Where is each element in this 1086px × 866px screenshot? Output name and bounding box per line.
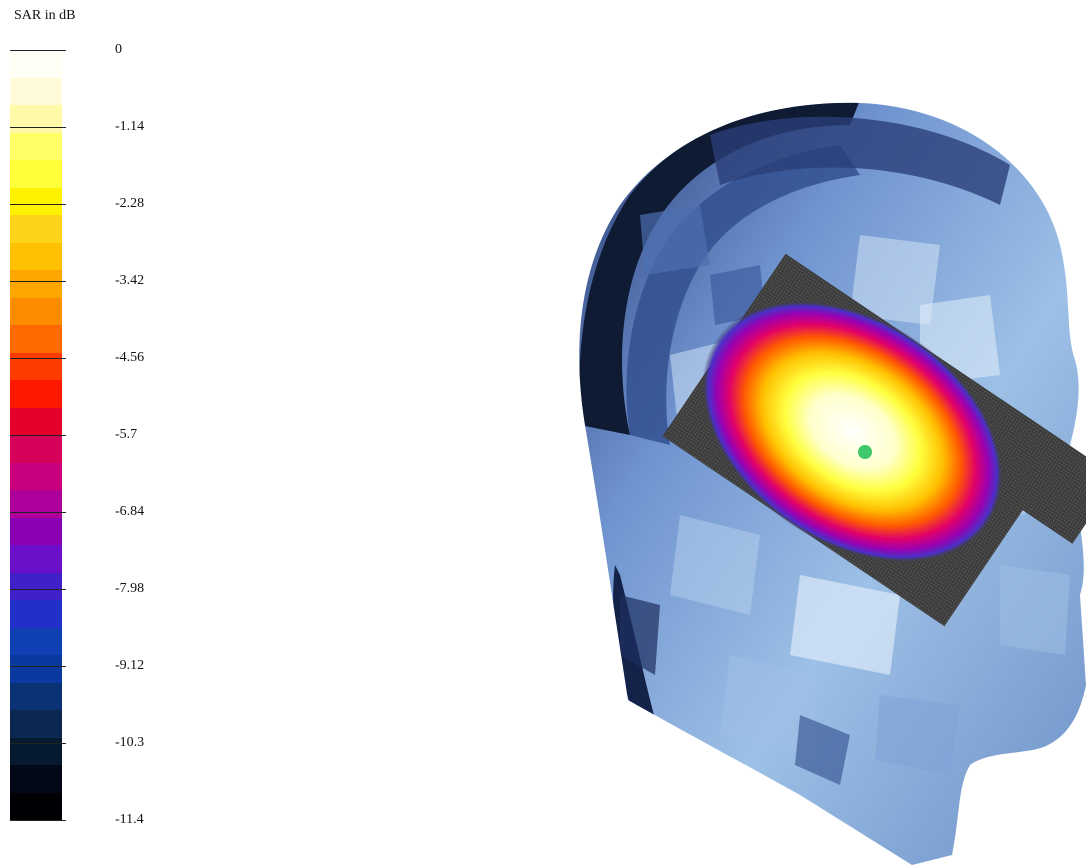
color-scale-tick-label: -4.56 [115, 350, 145, 365]
color-scale-tick-label: -9.12 [115, 658, 145, 673]
color-scale-segment [10, 627, 62, 655]
color-scale-segment [10, 270, 62, 298]
color-scale-segment [10, 517, 62, 545]
color-scale-tick [10, 743, 66, 744]
color-scale-tick-label: -11.4 [115, 812, 144, 827]
phone-model [662, 253, 1086, 627]
color-scale-tick-label: -1.14 [115, 119, 145, 134]
color-scale-tick [10, 512, 66, 513]
color-scale-segment [10, 682, 62, 710]
color-scale-tick [10, 666, 66, 667]
color-scale-segment [10, 407, 62, 435]
color-scale-segment [10, 490, 62, 518]
color-scale-segment [10, 187, 62, 215]
color-scale-tick [10, 127, 66, 128]
color-scale-tick-label: -6.84 [115, 504, 145, 519]
color-scale-segment [10, 242, 62, 270]
color-scale-segment [10, 50, 62, 78]
color-scale-tick [10, 281, 66, 282]
color-scale-tick [10, 358, 66, 359]
color-scale-segment [10, 160, 62, 188]
color-scale-segment [10, 297, 62, 325]
color-scale-segment [10, 462, 62, 490]
color-scale-tick [10, 820, 66, 821]
color-scale-tick-label: -7.98 [115, 581, 145, 596]
color-scale-segment [10, 792, 62, 820]
color-scale-tick [10, 435, 66, 436]
color-scale-tick-label: -5.7 [115, 427, 138, 442]
color-scale-segment [10, 435, 62, 463]
color-scale-segment [10, 325, 62, 353]
color-scale-tick [10, 589, 66, 590]
color-scale-tick-label: 0 [115, 42, 122, 57]
color-scale-tick-label: -2.28 [115, 196, 145, 211]
color-scale-segment [10, 352, 62, 380]
color-scale-segment [10, 765, 62, 793]
color-scale-segment [10, 600, 62, 628]
color-scale-tick [10, 50, 66, 51]
color-scale-segment [10, 132, 62, 160]
sar-hotspot [702, 300, 1004, 563]
color-scale-segment [10, 77, 62, 105]
legend-title: SAR in dB [14, 8, 76, 23]
color-scale-segment [10, 215, 62, 243]
color-scale-tick-label: -10.3 [115, 735, 145, 750]
head-sar-figure [579, 102, 1086, 865]
color-scale-segment [10, 710, 62, 738]
color-scale-bar [10, 50, 62, 820]
feed-point [858, 445, 872, 459]
color-scale-segment [10, 737, 62, 765]
color-scale-segment [10, 105, 62, 133]
color-scale-segment [10, 380, 62, 408]
color-scale-tick-label: -3.42 [115, 273, 145, 288]
color-scale-segment [10, 572, 62, 600]
color-scale-segment [10, 545, 62, 573]
color-scale-tick [10, 204, 66, 205]
color-scale-segment [10, 655, 62, 683]
